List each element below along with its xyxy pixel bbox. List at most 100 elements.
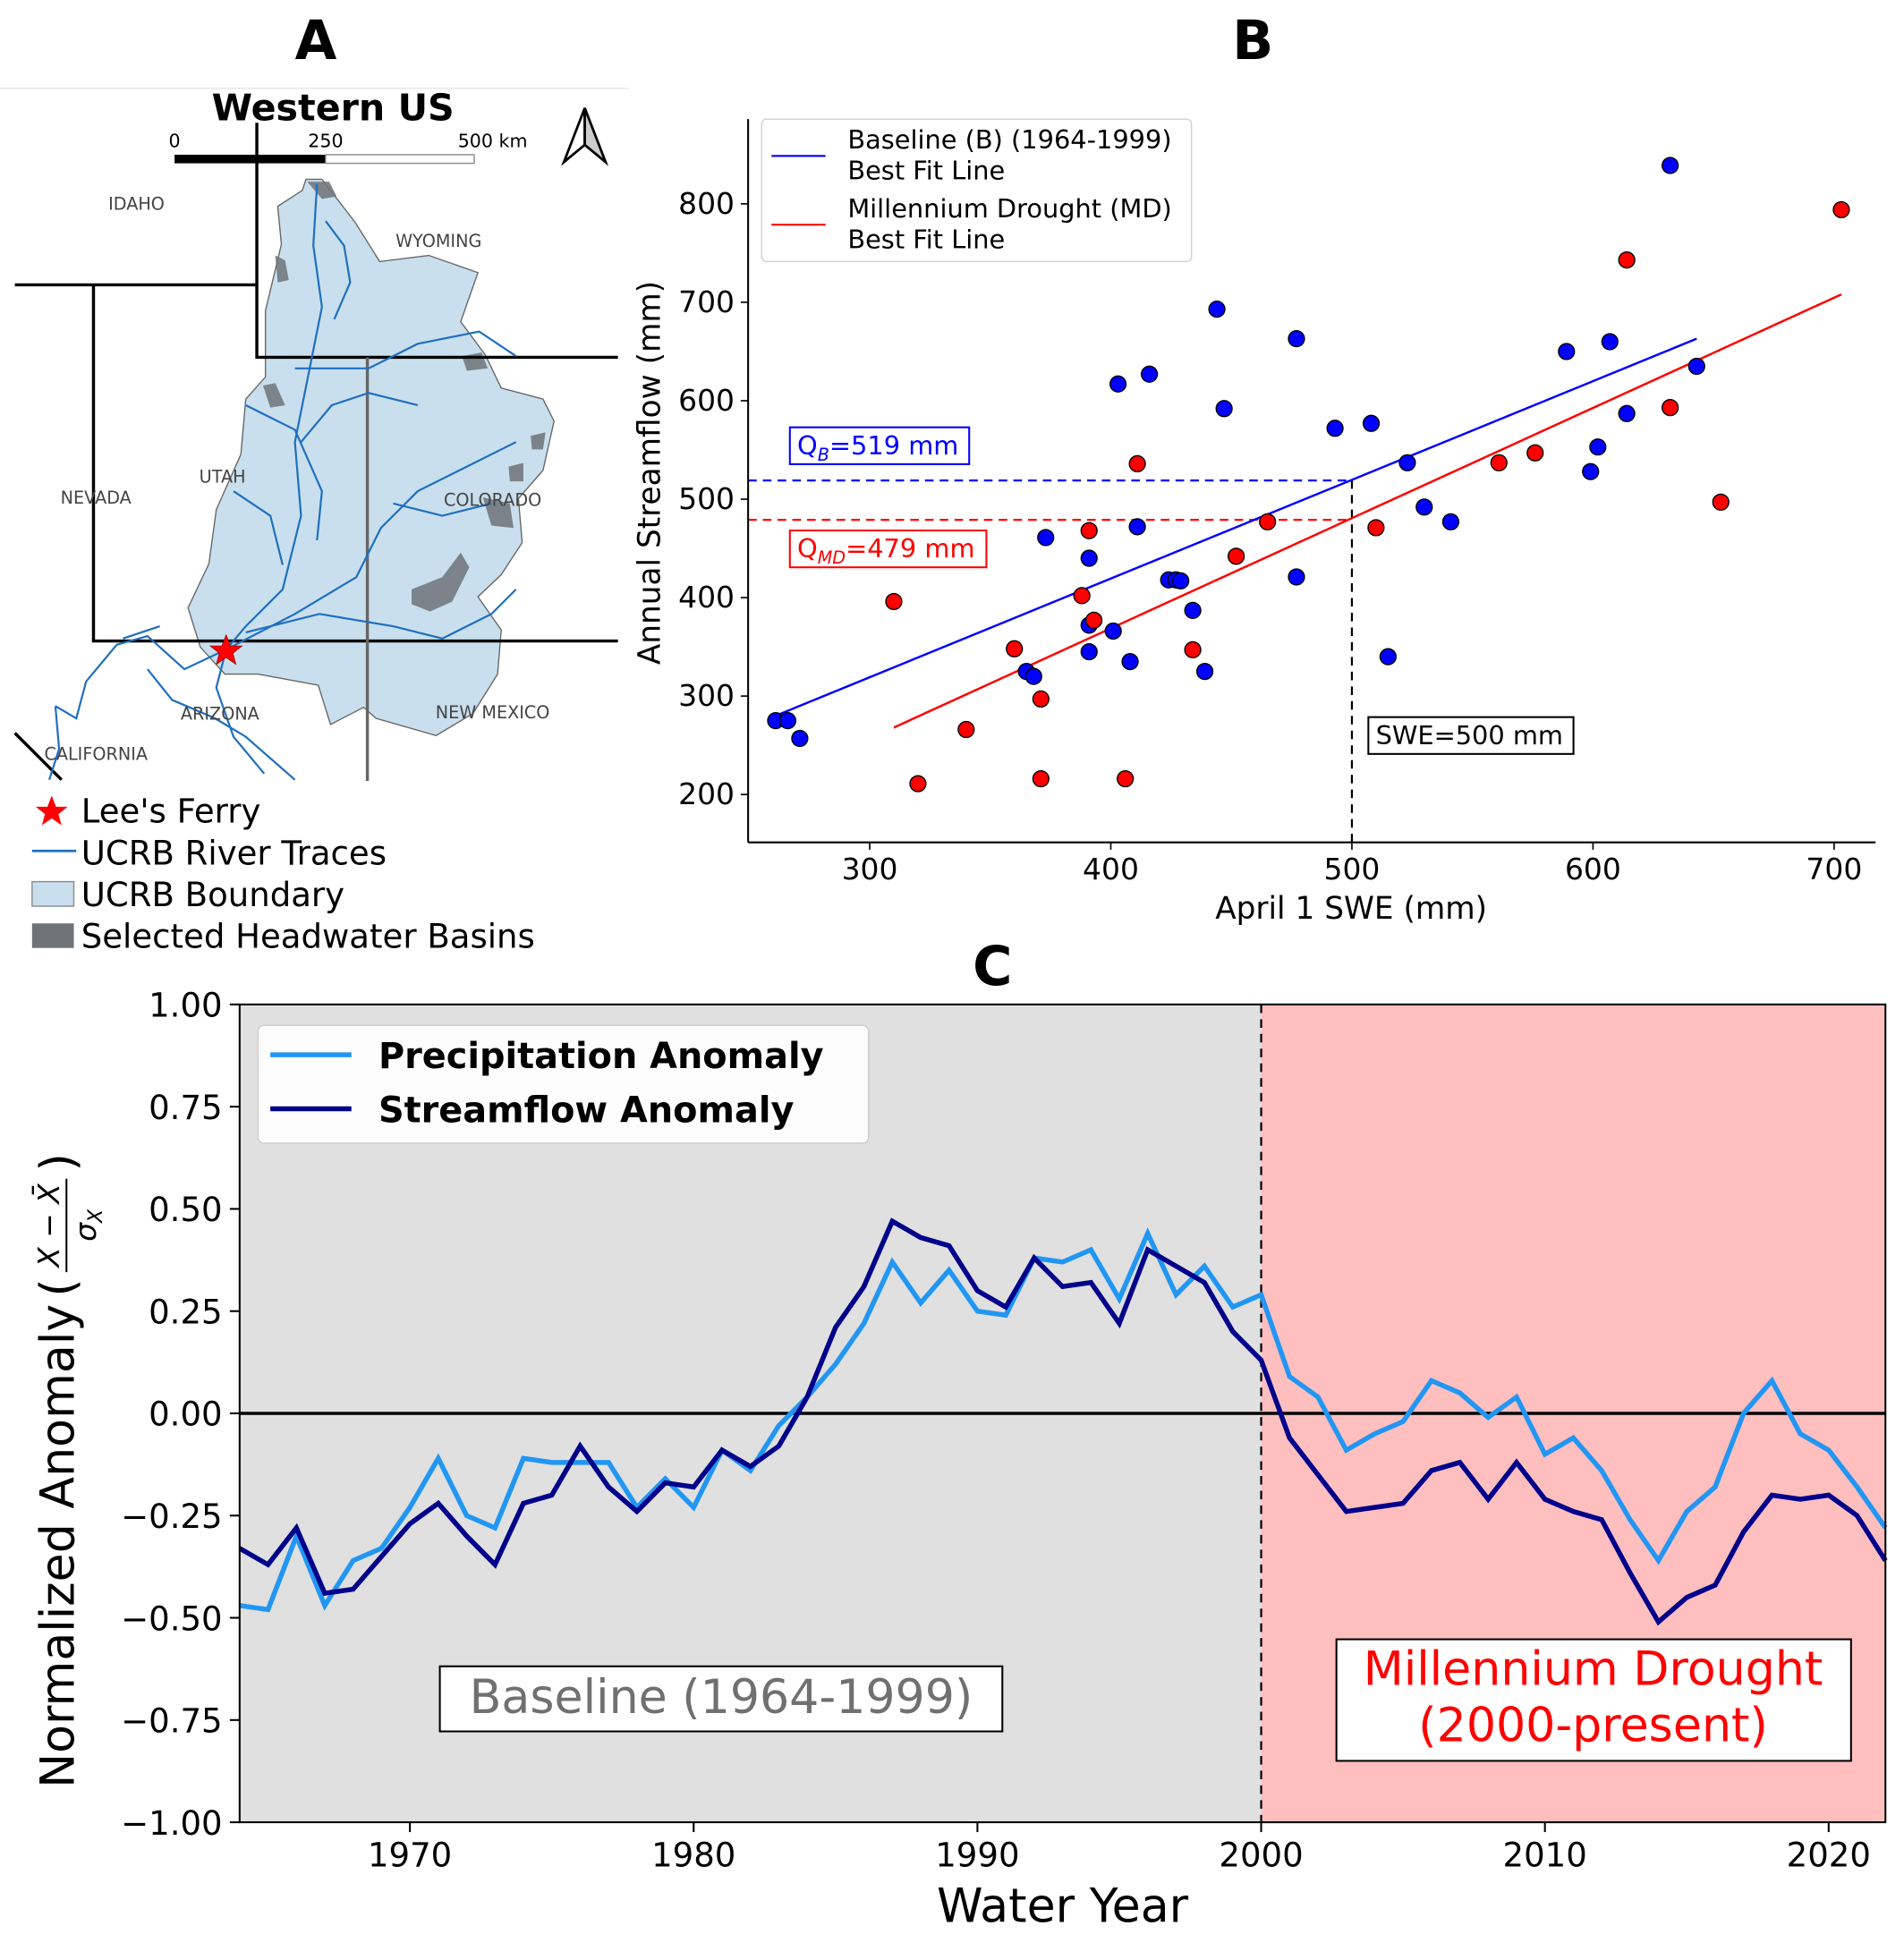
- md-point: [1117, 769, 1135, 788]
- state-label-arizona: ARIZONA: [181, 703, 259, 724]
- headwater-basins: [262, 182, 546, 612]
- b-y-tick-label: 400: [678, 580, 735, 615]
- b-x-tick-label: 600: [1565, 852, 1621, 886]
- legend-streamflow-label: Streamflow Anomaly: [378, 1090, 795, 1132]
- b-y-tick-label: 300: [678, 678, 735, 713]
- drought-label-line1: Millennium Drought: [1364, 1642, 1823, 1696]
- legend-star-icon: [35, 795, 68, 826]
- panel-c-label: C: [973, 936, 1012, 998]
- b-x-tick-label: 500: [1324, 852, 1381, 886]
- baseline-point: [1140, 365, 1159, 383]
- scale-label-250: 250: [308, 131, 343, 152]
- drought-label-box: Millennium Drought (2000-present): [1335, 1638, 1852, 1762]
- baseline-point: [1184, 601, 1202, 619]
- state-lines: [13, 123, 618, 782]
- legend-md-line1: Millennium Drought (MD): [847, 193, 1171, 224]
- baseline-point: [791, 729, 809, 748]
- c-x-tick-label: 2000: [1219, 1836, 1303, 1875]
- md-point: [1128, 454, 1146, 473]
- qmd-sub: MD: [818, 547, 846, 568]
- state-label-new-mexico: NEW MEXICO: [436, 702, 550, 723]
- b-ticks: 300 400 500 600 700 200 300 400 500 600 700 800: [678, 186, 1862, 886]
- legend-baseline-line2: Best Fit Line: [847, 155, 1005, 185]
- baseline-point: [1589, 438, 1607, 456]
- precipitation-anomaly-line: [239, 1227, 1888, 1613]
- reference-lines: [748, 479, 1354, 843]
- baseline-point: [1172, 572, 1190, 590]
- c-x-tick-label: 1970: [368, 1836, 452, 1875]
- baseline-point: [1109, 375, 1127, 393]
- md-point: [1490, 454, 1508, 471]
- baseline-fit-line: [775, 337, 1697, 717]
- c-x-tick-label: 2020: [1787, 1836, 1871, 1875]
- legend-headwater-basins: Selected Headwater Basins: [81, 918, 535, 956]
- c-y-tick-label: −0.75: [121, 1702, 223, 1741]
- md-point: [1526, 444, 1544, 462]
- ucrb-boundary: [187, 178, 555, 736]
- b-y-tick-label: 800: [678, 186, 735, 221]
- md-point: [1367, 519, 1385, 537]
- baseline-point: [1687, 357, 1705, 376]
- md-point: [1085, 611, 1103, 629]
- c-y-formula-open: (: [32, 1278, 86, 1296]
- state-label-wyoming: WYOMING: [395, 231, 481, 251]
- legend-md-line2: Best Fit Line: [847, 224, 1005, 254]
- anomaly-lines: [238, 1004, 1888, 1823]
- map-title: Western US: [212, 87, 455, 130]
- baseline-point: [1618, 404, 1636, 422]
- qb-sub: B: [818, 445, 829, 465]
- c-x-tick-label: 1980: [651, 1836, 735, 1875]
- baseline-point: [1104, 622, 1122, 640]
- c-y-tick-label: 1.00: [149, 987, 223, 1025]
- baseline-point: [1128, 518, 1146, 536]
- baseline-point: [1037, 529, 1055, 547]
- md-point: [1832, 200, 1850, 219]
- baseline-point: [1582, 462, 1600, 480]
- state-label-idaho: IDAHO: [108, 194, 165, 215]
- b-y-tick-label: 700: [678, 284, 735, 319]
- scatter-panel: 300 400 500 600 700 200 300 400 500 600 700 800 Apr…: [632, 118, 1876, 927]
- md-point: [1618, 250, 1636, 269]
- state-label-nevada: NEVADA: [61, 488, 132, 508]
- swe-label: SWE=500 mm: [1376, 720, 1563, 751]
- md-point: [957, 720, 975, 739]
- c-ticks: 1970 1980 1990 2000 2010 2020 −1.00 −0.75 −0.50 −…: [121, 987, 1871, 1875]
- state-label-california: CALIFORNIA: [44, 744, 148, 765]
- legend-basins-swatch: [31, 923, 74, 948]
- baseline-point: [1558, 343, 1576, 361]
- md-point: [1032, 769, 1050, 788]
- baseline-point: [1195, 662, 1214, 681]
- baseline-point: [1379, 648, 1397, 666]
- swe-annotation: SWE=500 mm: [1367, 716, 1575, 755]
- baseline-point: [1662, 157, 1679, 174]
- c-y-formula-den: σ: [68, 1222, 103, 1242]
- c-y-tick-label: 0.50: [149, 1191, 223, 1229]
- b-x-axis-label: April 1 SWE (mm): [1215, 891, 1487, 927]
- c-legend: Precipitation Anomaly Streamflow Anomaly: [257, 1024, 870, 1144]
- b-x-tick-label: 400: [1083, 852, 1139, 886]
- legend-precip-label: Precipitation Anomaly: [378, 1036, 824, 1077]
- scatter-points: [767, 157, 1850, 793]
- md-point: [1228, 547, 1245, 565]
- c-y-tick-label: −1.00: [121, 1804, 223, 1843]
- baseline-point: [1208, 301, 1226, 318]
- baseline-point: [1398, 454, 1416, 471]
- c-y-formula-num: X − X̄: [30, 1183, 66, 1269]
- qb-suffix: =519 mm: [829, 430, 958, 461]
- scale-label-0: 0: [169, 131, 181, 152]
- b-y-tick-label: 200: [678, 776, 735, 811]
- md-point: [885, 592, 903, 611]
- legend-baseline-line1: Baseline (B) (1964-1999): [847, 124, 1171, 155]
- baseline-point: [1215, 400, 1233, 418]
- timeseries-panel: 1970 1980 1990 2000 2010 2020 −1.00 −0.75 −0.50 −…: [30, 987, 1888, 1933]
- legend-river-traces: UCRB River Traces: [81, 834, 387, 872]
- md-point: [1662, 399, 1679, 417]
- md-point: [1259, 513, 1277, 530]
- baseline-point: [778, 712, 797, 730]
- b-x-tick-label: 700: [1806, 852, 1862, 886]
- baseline-point: [1288, 568, 1305, 586]
- md-point: [1184, 640, 1202, 658]
- north-arrow-icon: [561, 107, 609, 166]
- baseline-point: [1415, 498, 1433, 516]
- md-point: [1006, 640, 1024, 657]
